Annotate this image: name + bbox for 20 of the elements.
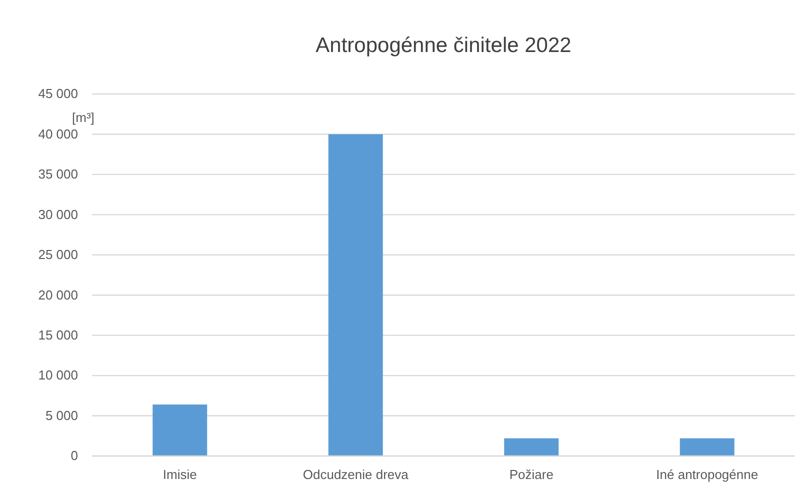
- y-tick-label: 30 000: [38, 206, 78, 222]
- bar: [680, 438, 734, 456]
- y-tick-label: 10 000: [38, 368, 78, 383]
- y-axis-title: [m³]: [72, 110, 94, 125]
- y-tick-label: 5 000: [45, 408, 78, 423]
- y-tick-label: 20 000: [38, 287, 78, 302]
- bar: [328, 134, 383, 456]
- bar: [504, 438, 559, 456]
- y-tick-label: 35 000: [38, 166, 78, 182]
- x-tick-label: Odcudzenie dreva: [302, 467, 410, 482]
- bar: [152, 404, 208, 456]
- x-tick-label: Iné antropogénne: [656, 467, 758, 482]
- y-tick-label: 40 000: [38, 126, 78, 142]
- x-tick-label: Požiare: [509, 467, 554, 482]
- chart-title: Antropogénne činitele 2022: [316, 34, 572, 57]
- y-tick-label: 25 000: [38, 247, 78, 262]
- y-tick-label: 45 000: [38, 86, 78, 102]
- x-tick-label: Imisie: [162, 467, 197, 482]
- y-tick-label: 0: [70, 448, 78, 464]
- y-tick-label: 15 000: [38, 327, 78, 342]
